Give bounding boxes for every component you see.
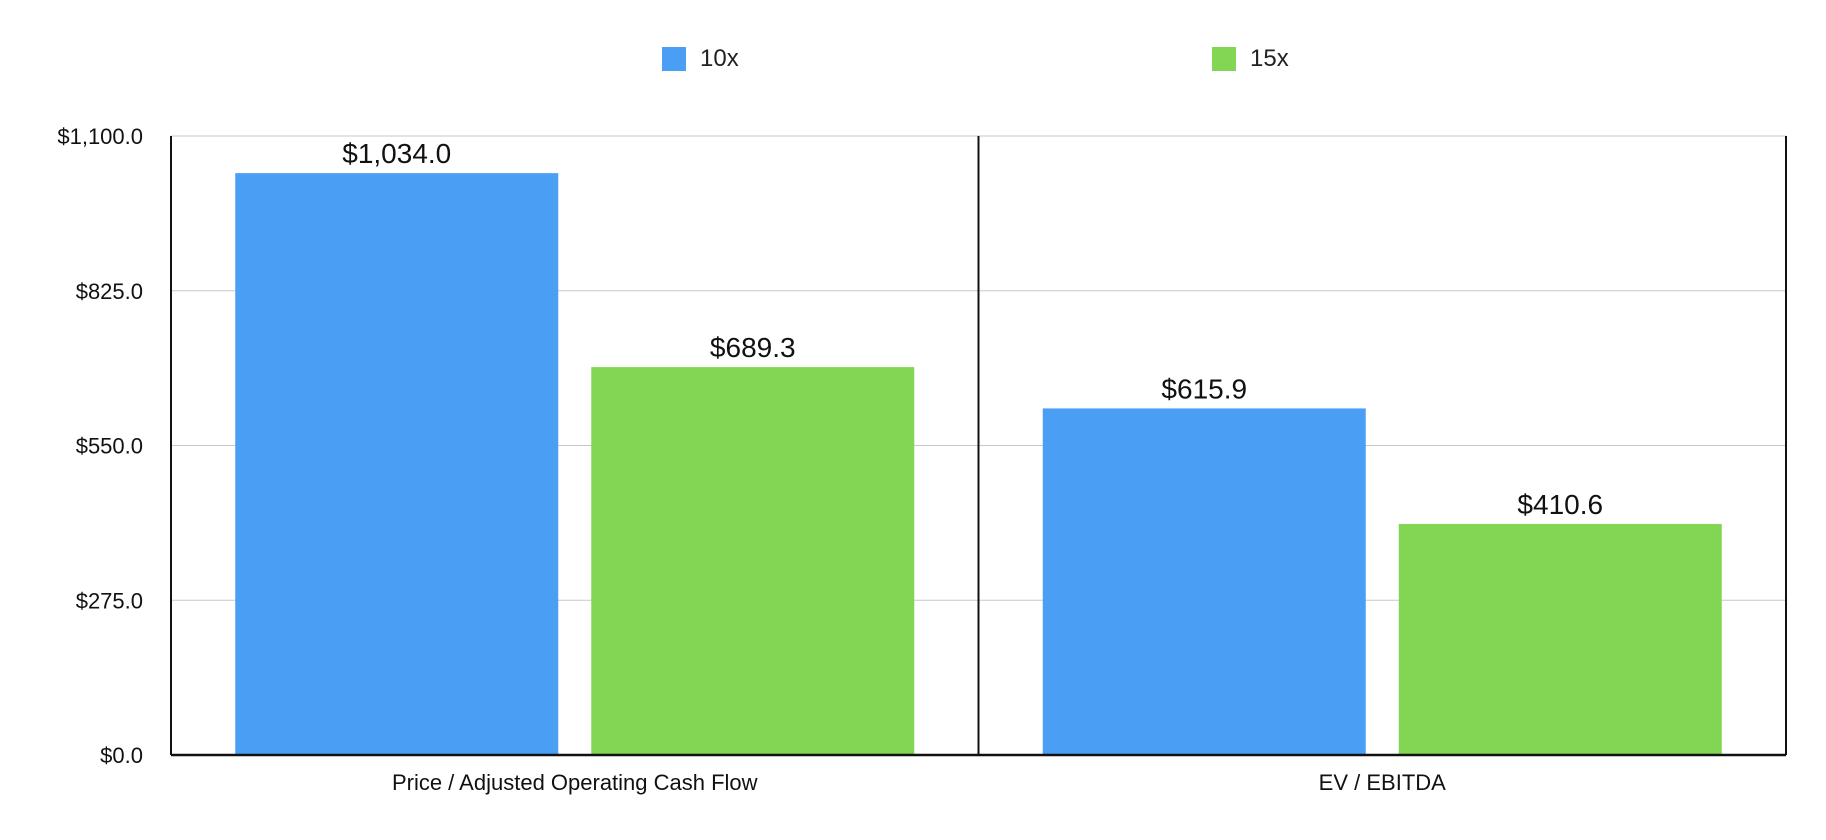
legend-swatch-15x <box>1212 47 1236 71</box>
x-tick-label: EV / EBITDA <box>1319 770 1446 795</box>
bar <box>1398 523 1722 755</box>
y-tick-label: $0.0 <box>100 743 143 768</box>
data-label: $1,034.0 <box>342 138 451 169</box>
data-label: $615.9 <box>1161 373 1247 404</box>
bar <box>591 367 915 755</box>
y-tick-label: $550.0 <box>76 434 143 459</box>
y-tick-label: $825.0 <box>76 279 143 304</box>
bar <box>1042 408 1366 755</box>
legend-swatch-10x <box>662 47 686 71</box>
legend-label-10x: 10x <box>700 45 739 72</box>
data-label: $689.3 <box>710 332 796 363</box>
legend-label-15x: 15x <box>1250 45 1289 72</box>
y-tick-label: $275.0 <box>76 588 143 613</box>
x-tick-label: Price / Adjusted Operating Cash Flow <box>392 770 758 795</box>
legend-item-15x: 15x <box>1212 45 1289 72</box>
legend-item-10x: 10x <box>662 45 739 72</box>
y-tick-label: $1,100.0 <box>57 124 143 149</box>
data-label: $410.6 <box>1517 489 1603 520</box>
bar <box>235 173 559 755</box>
